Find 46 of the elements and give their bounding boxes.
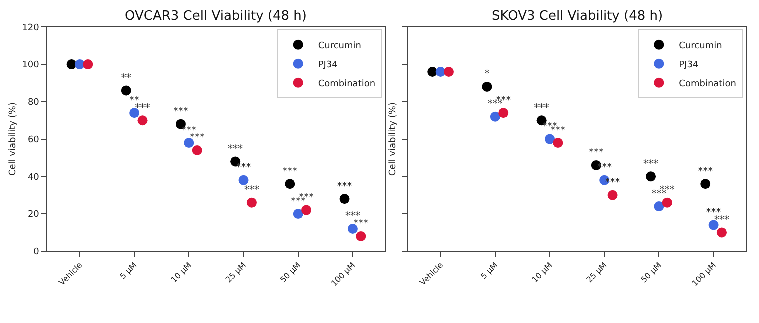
legend-label: Combination [318, 79, 376, 90]
data-label: ** [121, 72, 132, 84]
y-axis-title: Cell viability (%) [388, 102, 398, 176]
data-label: *** [135, 102, 150, 114]
x-tick-label: 100 µM [330, 260, 358, 288]
y-axis-title: Cell viability (%) [8, 102, 19, 176]
data-label: *** [698, 166, 714, 178]
data-label: *** [244, 185, 260, 196]
data-label: *** [488, 99, 503, 110]
data-label: *** [337, 181, 352, 192]
y-tick-label: 40 [28, 172, 40, 183]
y-tick-label: 120 [22, 23, 40, 34]
y-tick-label: 20 [28, 210, 40, 220]
data-label: *** [236, 162, 252, 174]
x-tick-label: 10 µM [530, 260, 554, 285]
x-tick-label: 100 µM [690, 260, 718, 288]
data-label: *** [354, 218, 369, 230]
x-tick-label: 25 µM [224, 260, 248, 285]
legend-label: PJ34 [679, 60, 699, 70]
data-label: *** [652, 188, 667, 200]
x-tick-label: 5 µM [479, 260, 500, 282]
y-tick-label: 80 [28, 98, 40, 108]
data-label: *** [550, 125, 566, 136]
x-tick-label: 25 µM [585, 260, 609, 285]
y-tick-label: 60 [28, 135, 40, 146]
data-label: *** [534, 102, 550, 114]
data-label: *** [228, 144, 244, 155]
legend-label: Curcumin [679, 41, 722, 52]
legend-label: Combination [679, 79, 736, 90]
chart-title: OVCAR3 Cell Viability (48 h) [125, 9, 307, 24]
x-tick-label: 50 µM [278, 260, 303, 285]
data-label: *** [173, 106, 188, 118]
y-tick-label: 100 [22, 60, 40, 71]
data-label: *** [282, 166, 298, 178]
data-label: *** [190, 132, 205, 144]
legend-label: Curcumin [318, 41, 362, 52]
x-tick-label: 5 µM [118, 260, 139, 282]
chart-title: SKOV3 Cell Viability (48 h) [492, 9, 664, 24]
y-tick-label: 0 [34, 248, 40, 258]
data-label: * [484, 69, 490, 80]
data-label: *** [290, 196, 306, 208]
data-label: *** [644, 158, 659, 170]
data-label: *** [588, 148, 604, 159]
x-tick-label: 10 µM [170, 260, 194, 285]
legend-label: PJ34 [318, 60, 338, 70]
x-tick-label: 50 µM [640, 260, 664, 285]
